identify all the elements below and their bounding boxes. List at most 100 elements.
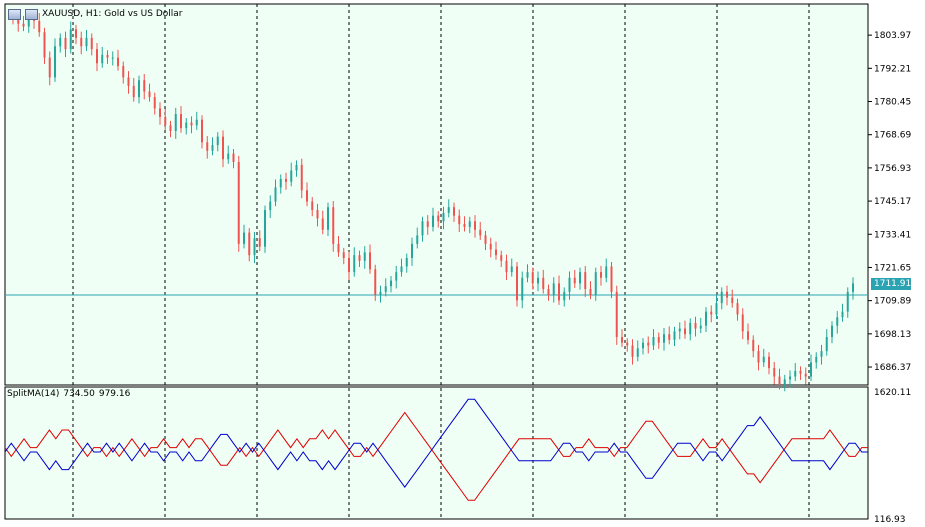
candle-body bbox=[552, 283, 555, 295]
candle-body bbox=[447, 207, 450, 213]
candle-body bbox=[736, 303, 739, 315]
candle-body bbox=[768, 356, 770, 369]
chart-window-icon[interactable] bbox=[8, 8, 21, 20]
candle-body bbox=[290, 170, 293, 182]
price-axis-label: 1745.17 bbox=[874, 197, 911, 207]
candle-body bbox=[747, 331, 749, 340]
candle-body bbox=[148, 91, 151, 98]
candle-body bbox=[495, 249, 497, 256]
candle-body bbox=[153, 97, 156, 109]
indicator-axis-top-label: 1620.11 bbox=[874, 388, 911, 398]
candle-body bbox=[164, 116, 167, 126]
candle-body bbox=[363, 252, 366, 261]
indicator-pane bbox=[4, 386, 869, 520]
main-pane bbox=[4, 3, 869, 386]
candle-body bbox=[258, 238, 261, 247]
candle-body bbox=[332, 207, 335, 244]
candle-body bbox=[174, 114, 177, 131]
price-axis-label: 1721.65 bbox=[874, 263, 911, 273]
candle-body bbox=[43, 32, 46, 58]
candle-body bbox=[699, 325, 702, 329]
candle-body bbox=[38, 20, 41, 33]
candle-body bbox=[778, 376, 781, 385]
candle-body bbox=[22, 23, 25, 27]
candle-body bbox=[631, 345, 634, 357]
candle-body bbox=[642, 342, 644, 349]
candle-body bbox=[232, 153, 235, 163]
price-axis-label: 1756.93 bbox=[874, 164, 911, 174]
chart-title: XAUUSD, H1: Gold vs US Dollar bbox=[42, 9, 183, 19]
candle-body bbox=[600, 272, 602, 278]
candle-body bbox=[852, 283, 854, 292]
candle-body bbox=[573, 277, 576, 284]
candle-body bbox=[673, 331, 676, 340]
candle-body bbox=[558, 283, 560, 301]
candle-body bbox=[531, 272, 534, 284]
candle-body bbox=[379, 291, 382, 295]
candle-body bbox=[741, 314, 744, 332]
candle-body bbox=[358, 255, 361, 261]
candle-body bbox=[201, 119, 203, 143]
candle-body bbox=[75, 29, 77, 38]
candle-body bbox=[169, 125, 172, 131]
candle-body bbox=[159, 108, 161, 117]
candle-body bbox=[537, 277, 539, 284]
candle-body bbox=[463, 224, 466, 227]
candle-body bbox=[132, 85, 135, 98]
candle-body bbox=[794, 370, 797, 377]
candle-body bbox=[127, 77, 130, 86]
candle-body bbox=[542, 277, 545, 290]
candle-body bbox=[453, 207, 455, 216]
candle-body bbox=[715, 303, 718, 315]
candle-body bbox=[185, 122, 188, 129]
candle-body bbox=[353, 255, 356, 273]
candle-body bbox=[594, 272, 597, 295]
candle-body bbox=[810, 362, 812, 377]
candle-body bbox=[237, 162, 240, 244]
candle-body bbox=[615, 291, 618, 338]
candle-body bbox=[80, 37, 83, 47]
candle-body bbox=[90, 37, 93, 50]
candle-body bbox=[752, 339, 755, 352]
candle-body bbox=[694, 322, 697, 329]
candle-body bbox=[479, 229, 482, 236]
candle-body bbox=[426, 221, 429, 227]
candle-body bbox=[563, 291, 566, 301]
candle-body bbox=[111, 57, 114, 59]
candle-body bbox=[306, 190, 308, 202]
candle-body bbox=[757, 351, 760, 363]
candle-body bbox=[190, 122, 193, 126]
candle-body bbox=[348, 258, 350, 273]
candle-body bbox=[285, 178, 287, 182]
candle-body bbox=[442, 212, 445, 222]
candle-body bbox=[526, 272, 529, 278]
candle-body bbox=[579, 272, 581, 284]
candle-body bbox=[626, 342, 629, 346]
candle-body bbox=[117, 57, 119, 67]
indicator-line-blue bbox=[4, 398, 868, 488]
indicator-name: SplitMA(14) bbox=[7, 389, 60, 399]
candle-body bbox=[227, 153, 230, 160]
candle-body bbox=[825, 337, 828, 352]
candle-body bbox=[69, 29, 72, 50]
candle-body bbox=[468, 221, 471, 227]
candle-body bbox=[846, 291, 849, 312]
candle-body bbox=[421, 221, 424, 236]
candle-body bbox=[300, 164, 303, 191]
candle-body bbox=[731, 297, 734, 304]
candle-body bbox=[762, 356, 765, 363]
candle-body bbox=[678, 328, 681, 332]
candle-body bbox=[815, 356, 818, 363]
candle-body bbox=[684, 328, 686, 335]
candle-body bbox=[584, 272, 587, 290]
candle-body bbox=[411, 243, 413, 258]
price-axis-label: 1780.45 bbox=[874, 98, 911, 108]
candle-body bbox=[122, 66, 125, 78]
candle-body bbox=[211, 145, 214, 151]
candle-body bbox=[484, 235, 487, 244]
chart-properties-icon[interactable] bbox=[25, 8, 38, 20]
candle-body bbox=[458, 215, 461, 225]
candle-body bbox=[248, 232, 251, 256]
